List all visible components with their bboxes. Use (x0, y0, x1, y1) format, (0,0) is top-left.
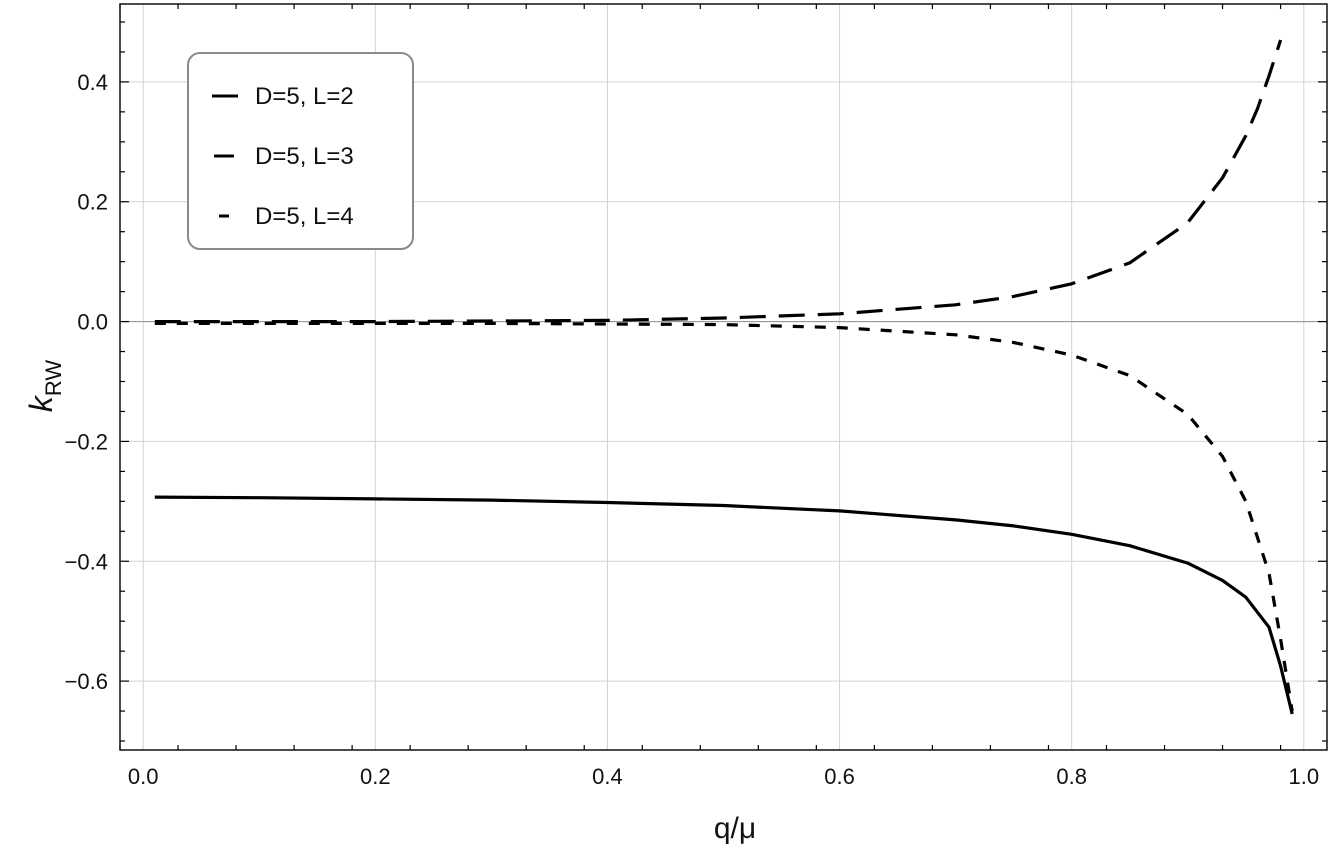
x-tick-labels: 0.0 0.2 0.4 0.6 0.8 1.0 (128, 764, 1319, 789)
y-axis-title: kRW (23, 360, 66, 412)
x-tick-label: 0.2 (360, 764, 391, 789)
legend-box (187, 52, 414, 250)
legend-label-2: D=5, L=3 (255, 143, 354, 170)
legend-items: D=5, L=2 D=5, L=3 D=5, L=4 (212, 83, 354, 230)
legend-label-1: D=5, L=2 (255, 83, 354, 110)
x-axis-title: q/μ (714, 812, 756, 845)
y-tick-label: −0.6 (65, 669, 108, 694)
y-axis-title-main: k (23, 394, 59, 412)
y-tick-label: 0.2 (77, 190, 108, 215)
x-tick-label: 0.0 (128, 764, 159, 789)
plot-frame (119, 3, 1328, 751)
series-line-3 (154, 321, 1294, 712)
x-tick-label: 0.4 (592, 764, 623, 789)
x-tick-label: 0.6 (824, 764, 855, 789)
y-tick-label: 0.4 (77, 70, 108, 95)
y-tick-label: 0.0 (77, 310, 108, 335)
legend: D=5, L=2 D=5, L=3 D=5, L=4 (187, 52, 414, 250)
y-axis-title-subscript: RW (41, 360, 66, 396)
axis-ticks (119, 4, 1327, 750)
x-tick-label: 0.8 (1056, 764, 1087, 789)
series-line-1 (154, 495, 1294, 715)
series-line-2 (154, 39, 1283, 324)
series-group (154, 39, 1294, 715)
y-tick-label: −0.2 (65, 429, 108, 454)
x-tick-label: 1.0 (1288, 764, 1319, 789)
y-tick-label: −0.4 (65, 549, 108, 574)
legend-label-3: D=5, L=4 (255, 203, 354, 230)
y-tick-labels: 0.4 0.2 0.0 −0.2 −0.4 −0.6 (65, 70, 108, 694)
